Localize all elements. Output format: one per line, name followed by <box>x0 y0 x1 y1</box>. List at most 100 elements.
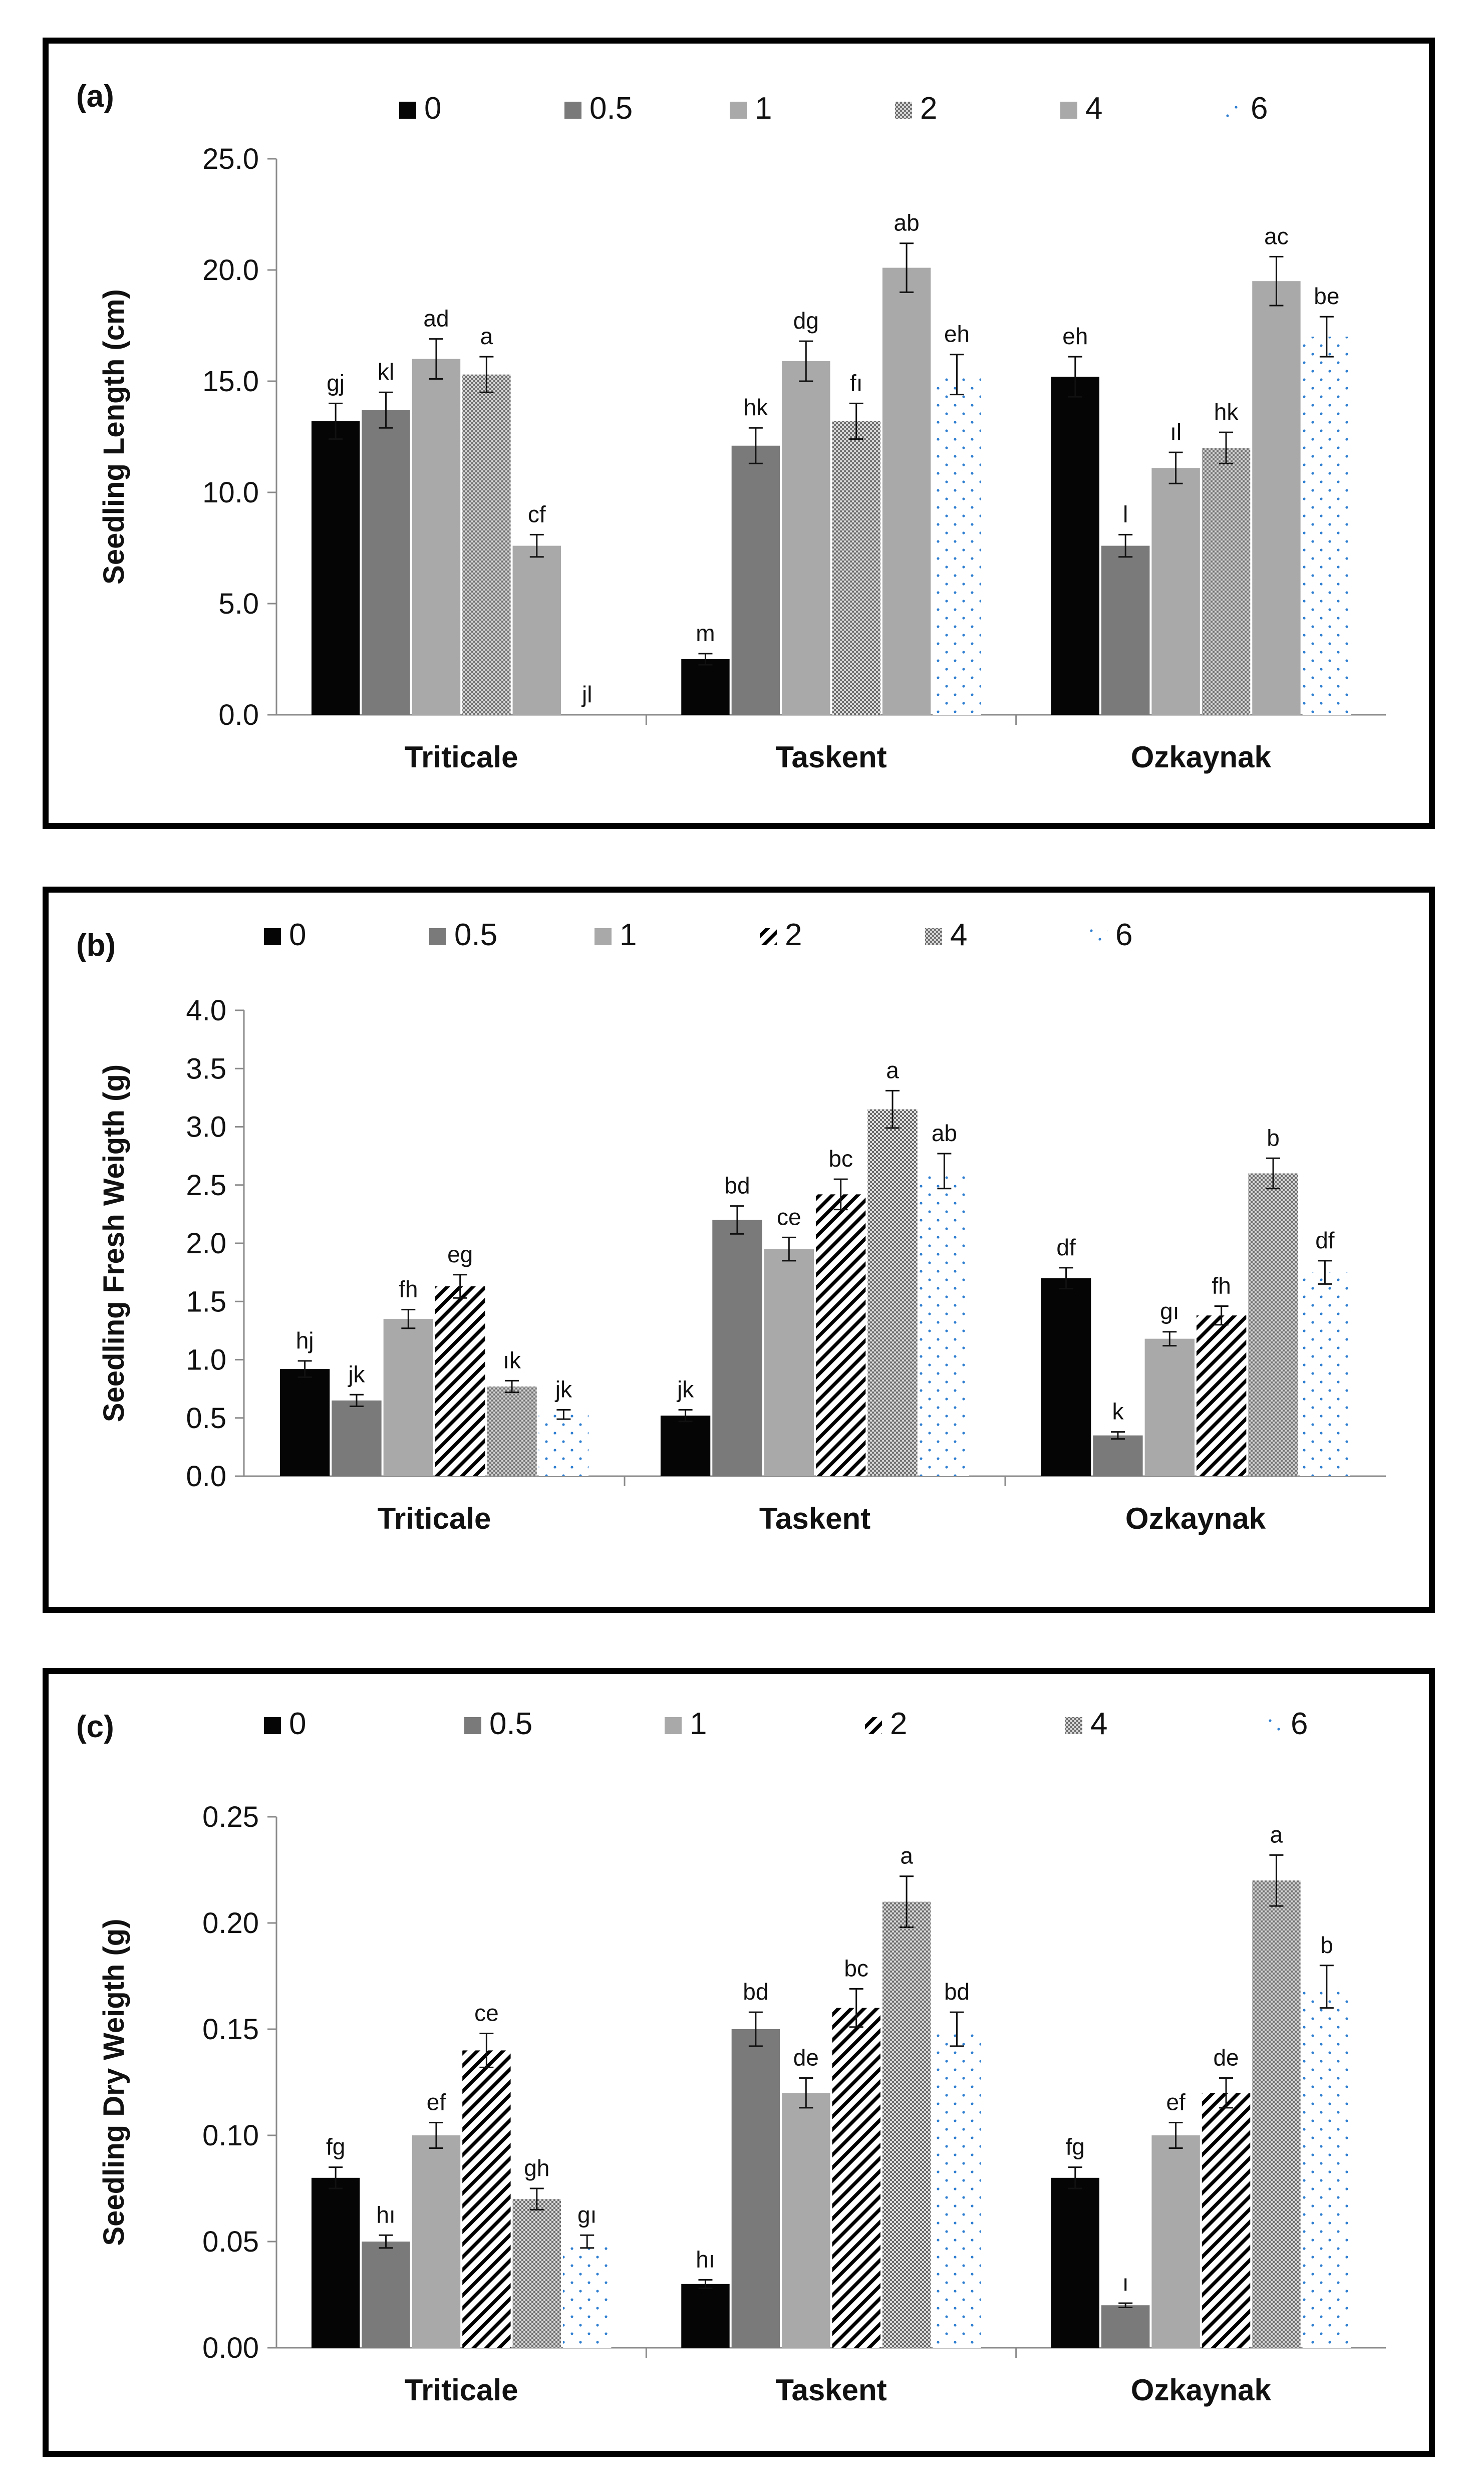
y-tick-label: 5.0 <box>218 588 259 620</box>
legend-swatch <box>730 102 747 119</box>
y-tick-label: 3.5 <box>186 1052 226 1085</box>
y-tick-label: 0.25 <box>202 1801 259 1833</box>
significance-letter: ıl <box>1170 419 1181 445</box>
significance-letter: fg <box>326 2134 345 2160</box>
legend-label: 4 <box>950 918 967 952</box>
legend-label: 2 <box>890 1707 907 1741</box>
significance-letter: cf <box>528 501 546 527</box>
legend-label: 6 <box>1251 91 1268 126</box>
bar <box>731 2029 780 2348</box>
significance-letter: jk <box>676 1376 694 1402</box>
bar <box>1151 468 1200 715</box>
significance-letter: ık <box>503 1347 521 1373</box>
significance-letter: eg <box>447 1241 473 1267</box>
bar <box>311 421 360 715</box>
error-bar <box>1168 2122 1183 2149</box>
bar <box>681 2284 730 2348</box>
legend-label: 0 <box>424 91 441 126</box>
bar <box>512 2199 561 2348</box>
bar <box>462 2050 511 2348</box>
significance-letter: bc <box>844 1955 868 1981</box>
error-bar <box>479 356 494 393</box>
chart-svg: 0.00 0.05 0.10 0.15 0.20 0.25 Seedling Dry Wei… <box>98 1707 1386 2407</box>
y-tick-label: 10.0 <box>202 476 259 509</box>
error-bar <box>1110 1431 1125 1440</box>
significance-letter: ce <box>474 2000 499 2026</box>
legend-swatch <box>1266 1717 1283 1734</box>
legend-label: 0 <box>289 1707 306 1741</box>
significance-letter: jl <box>581 681 592 707</box>
x-category-label: Taskent <box>775 740 886 774</box>
error-bar <box>401 1309 416 1329</box>
bar <box>412 359 461 715</box>
significance-letter: a <box>480 323 493 349</box>
significance-letter: ab <box>894 210 920 236</box>
legend-swatch <box>760 928 777 945</box>
legend-swatch <box>595 928 612 945</box>
bar <box>1197 1315 1247 1476</box>
legend-swatch <box>1226 102 1243 119</box>
legend-label: 1 <box>690 1707 707 1741</box>
significance-letter: de <box>1213 2045 1239 2071</box>
y-tick-label: 0.5 <box>186 1402 226 1435</box>
x-category-label: Triticale <box>405 740 518 774</box>
significance-letter: bd <box>724 1173 750 1199</box>
legend-swatch <box>429 928 446 945</box>
bar <box>1248 1173 1298 1476</box>
bar <box>832 2008 880 2348</box>
significance-letter: a <box>1270 1821 1283 1847</box>
significance-letter: b <box>1320 1932 1333 1958</box>
bar <box>1144 1338 1195 1476</box>
chart-svg: 0.0 0.5 1.0 1.5 2.0 2.5 3.0 3.5 4.0 Seedling Fres… <box>98 918 1386 1535</box>
x-category-label: Triticale <box>378 1502 491 1535</box>
error-bar <box>799 2077 813 2109</box>
error-bar <box>748 2011 763 2047</box>
bar <box>538 1414 589 1476</box>
bar <box>512 545 561 715</box>
error-bar <box>379 391 393 429</box>
bar <box>1051 2177 1100 2348</box>
bar <box>712 1220 762 1476</box>
error-bar <box>429 338 443 380</box>
bar <box>816 1194 866 1476</box>
significance-letter: de <box>793 2045 819 2071</box>
error-bar <box>678 1409 693 1423</box>
legend-swatch <box>1090 928 1107 945</box>
significance-letter: ce <box>777 1204 801 1230</box>
significance-letter: dg <box>793 308 819 334</box>
y-tick-label: 0.0 <box>218 699 259 731</box>
legend-label: 1 <box>620 918 637 952</box>
y-tick-label: 3.0 <box>186 1111 226 1144</box>
legend-label: 0.5 <box>589 91 633 126</box>
error-bar <box>1319 1965 1334 2009</box>
error-bar <box>900 242 914 293</box>
significance-letter: bd <box>743 1979 768 2005</box>
legend-label: 6 <box>1115 918 1132 952</box>
error-bar <box>849 402 863 440</box>
bar <box>832 421 880 715</box>
error-bar <box>1318 1260 1332 1285</box>
error-bar <box>900 1875 914 1928</box>
error-bar <box>950 2011 964 2047</box>
y-tick-label: 0.20 <box>202 1907 259 1940</box>
significance-letter: fh <box>1212 1273 1231 1299</box>
panel-label: (b) <box>76 928 116 963</box>
bar <box>681 659 730 715</box>
bar <box>332 1400 382 1476</box>
bar <box>1051 377 1100 715</box>
significance-letter: hı <box>696 2246 715 2272</box>
y-tick-label: 0.00 <box>202 2332 259 2364</box>
legend-swatch <box>925 928 942 945</box>
error-bar <box>698 2279 713 2289</box>
error-bar <box>1214 1305 1229 1326</box>
legend-label: 2 <box>920 91 937 126</box>
legend-label: 6 <box>1291 1707 1308 1741</box>
bar <box>782 361 830 715</box>
significance-letter: jk <box>347 1361 365 1387</box>
panel-label: (a) <box>76 79 114 114</box>
significance-letter: kl <box>378 359 394 385</box>
bar <box>1151 2135 1200 2348</box>
error-bar <box>1162 1331 1177 1347</box>
bar <box>487 1386 537 1476</box>
bar <box>1101 545 1150 715</box>
